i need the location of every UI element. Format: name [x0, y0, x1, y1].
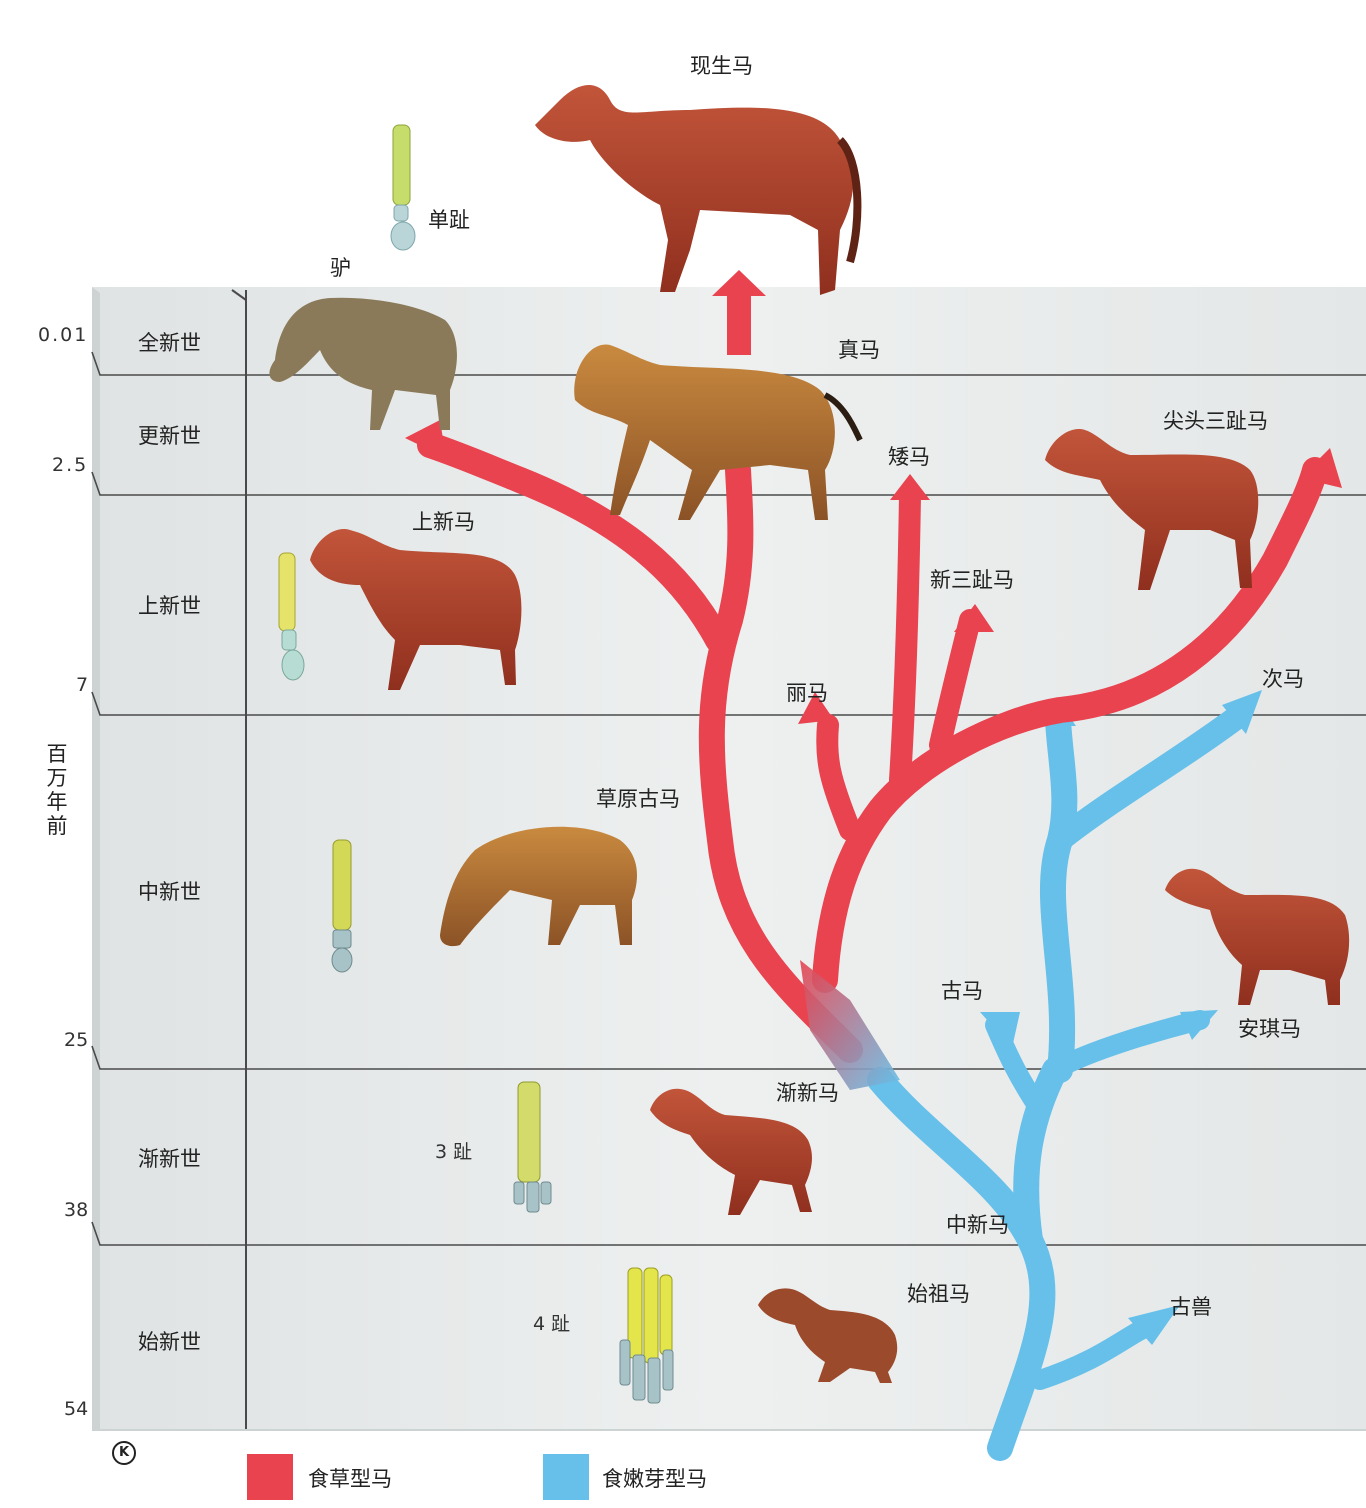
label-neohipparion: 新三趾马: [930, 568, 1014, 592]
tick-54: 54: [64, 1398, 89, 1420]
axis-unit-char: 年: [46, 790, 68, 814]
tick-7: 7: [76, 674, 89, 696]
label-gu-ma: 古马: [941, 979, 983, 1003]
hoof-miocene-icon: [331, 839, 353, 973]
label-hipparion: 尖头三趾马: [1163, 409, 1268, 433]
modern-horse-image: [535, 85, 862, 295]
epoch-pliocene: 上新世: [138, 594, 201, 618]
hipparion-image: [1045, 429, 1259, 590]
label-gu-shou: 古兽: [1170, 1295, 1212, 1319]
pliohippus-image: [310, 529, 522, 690]
label-li-ma: 丽马: [786, 681, 828, 705]
label-mesohippus: 渐新马: [776, 1081, 839, 1105]
label-equus: 真马: [838, 338, 880, 362]
epoch-eocene: 始新世: [138, 1330, 201, 1354]
label-donkey: 驴: [330, 256, 351, 280]
donkey-image: [269, 297, 457, 430]
hoof-three-toe-icon: [513, 1081, 552, 1213]
epoch-pleistocene: 更新世: [138, 424, 201, 448]
label-single-toe: 单趾: [428, 208, 470, 232]
hoof-four-toe-icon: [619, 1267, 674, 1404]
legend-label-browser: 食嫩芽型马: [602, 1467, 707, 1491]
eohippus-image: [758, 1288, 898, 1383]
tick-0-01: 0.01: [38, 324, 89, 346]
axis-unit-char: 前: [46, 814, 68, 838]
label-merychippus: 草原古马: [596, 787, 680, 811]
legend-swatch-grazer: [247, 1454, 293, 1500]
axis-unit-char: 百: [46, 742, 68, 766]
browser-branches: [867, 703, 1252, 1461]
epoch-miocene: 中新世: [138, 880, 201, 904]
tick-38: 38: [64, 1199, 89, 1221]
label-pony: 矮马: [888, 445, 930, 469]
label-three-toe: 3 趾: [435, 1141, 473, 1163]
tick-25: 25: [64, 1029, 89, 1051]
tick-2-5: 2.5: [52, 454, 89, 476]
mesohippus-image: [650, 1088, 812, 1215]
label-anchitherium: 安琪马: [1238, 1017, 1301, 1041]
label-four-toe: 4 趾: [533, 1313, 571, 1335]
epoch-oligocene: 渐新世: [138, 1147, 201, 1171]
label-eohippus: 始祖马: [907, 1282, 970, 1306]
merychippus-image: [440, 826, 637, 947]
axis-unit-char: 万: [46, 766, 68, 790]
grazer-arrowheads: [405, 270, 1342, 724]
label-miohippus: 中新马: [946, 1213, 1009, 1237]
copyright-icon: K: [112, 1441, 136, 1465]
label-ci-ma: 次马: [1262, 667, 1304, 691]
epoch-holocene: 全新世: [138, 331, 201, 355]
legend-swatch-browser: [543, 1454, 589, 1500]
label-modern-horse: 现生马: [690, 54, 753, 78]
axis-unit-label: 百 万 年 前: [44, 742, 70, 838]
label-pliohippus: 上新马: [412, 510, 475, 534]
anchitherium-image: [1165, 868, 1350, 1005]
equus-image: [574, 344, 863, 520]
hoof-single-icon: [390, 124, 416, 251]
grazer-branches: [417, 432, 1328, 1063]
hoof-pliocene-icon: [278, 552, 305, 681]
legend-label-grazer: 食草型马: [308, 1467, 392, 1491]
